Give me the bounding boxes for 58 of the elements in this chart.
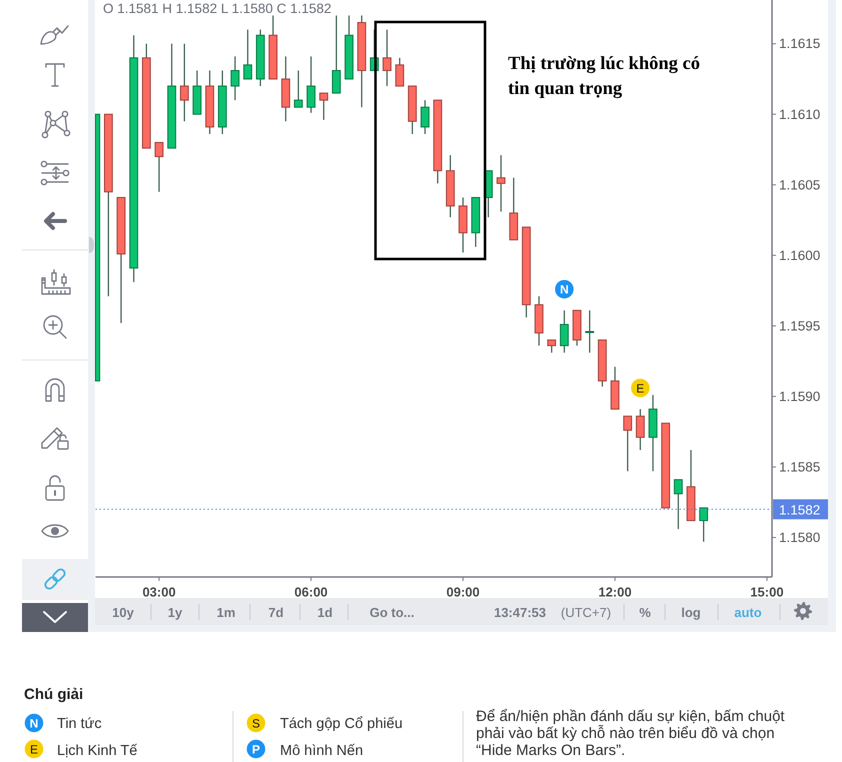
text: Lịch Kinh Tế	[57, 743, 138, 759]
y-tick-label: 1.1610	[779, 106, 820, 122]
text: Tách gộp Cổ phiếu	[280, 716, 403, 732]
ref-line-label: 1.1582	[779, 502, 820, 517]
candlestick	[319, 92, 328, 121]
y-tick-label: 1.1615	[779, 36, 820, 52]
x-tick-label: 12:00	[598, 584, 632, 600]
candlestick	[585, 310, 594, 354]
text: Go to...	[370, 604, 414, 620]
y-tick-label: 1.1595	[779, 318, 820, 334]
candlestick	[547, 339, 556, 354]
y-tick-label: 1.1580	[779, 530, 820, 545]
text: 13:47:53	[494, 604, 546, 620]
text: E	[30, 742, 38, 756]
y-tick-label: 1.1585	[779, 459, 820, 474]
text: %	[639, 604, 652, 620]
candlestick	[496, 154, 506, 212]
text: 1y	[168, 604, 183, 620]
candlestick	[243, 29, 252, 80]
y-tick-label: 1.1605	[779, 177, 820, 192]
text: Chú giải	[24, 686, 84, 703]
candlestick	[420, 100, 430, 135]
text: 7d	[268, 604, 284, 620]
annotation: O 1.1581 H 1.1582 L 1.1580 C 1.1582	[103, 1, 332, 16]
candlestick	[332, 14, 341, 94]
text: Để ẩn/hiện phần đánh dấu sự kiện, bấm chuột phải vào bất kỳ chỗ nào trên biểu đồ và chọn “Hide Marks On Bars”.	[476, 708, 786, 759]
text: 10y	[112, 604, 135, 620]
text: N	[30, 716, 38, 730]
text: 1m	[216, 604, 236, 620]
y-tick-label: 1.1590	[779, 388, 820, 404]
candlestick	[306, 56, 316, 114]
text: log	[681, 604, 701, 620]
text: Mô hình Nến	[280, 743, 364, 759]
candlestick	[180, 43, 189, 122]
candlestick	[230, 56, 240, 101]
text: P	[252, 742, 260, 756]
candlestick	[699, 507, 708, 542]
candlestick	[294, 70, 303, 108]
candlestick	[382, 29, 392, 87]
annotation: Thị trường lúc không có tin quan trọng	[508, 54, 700, 99]
text: S	[252, 716, 260, 730]
text: 1d	[317, 604, 333, 620]
x-tick-label: 03:00	[142, 584, 176, 600]
x-tick-label: 06:00	[294, 584, 328, 600]
candlestick	[623, 416, 632, 472]
candlestick	[636, 408, 645, 451]
text: Tin tức	[57, 716, 102, 732]
x-tick-label: 15:00	[750, 584, 784, 600]
annotation: N	[560, 282, 569, 297]
annotation: E	[636, 381, 644, 396]
candlestick	[154, 142, 164, 192]
text: auto	[734, 604, 762, 620]
candlestick	[395, 57, 404, 87]
y-tick-label: 1.1600	[779, 248, 820, 263]
text: (UTC+7)	[560, 604, 612, 620]
candlestick	[560, 310, 569, 354]
x-tick-label: 09:00	[446, 584, 480, 600]
candlestick	[674, 479, 683, 530]
